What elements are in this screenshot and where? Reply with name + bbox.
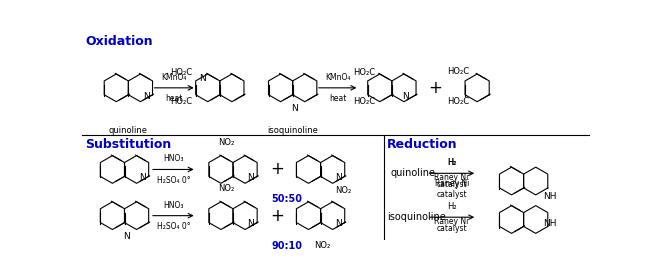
Text: heat: heat <box>166 94 183 103</box>
Text: H₂: H₂ <box>447 202 457 211</box>
Text: +: + <box>428 79 442 97</box>
Text: H₂SO₄ 0°: H₂SO₄ 0° <box>157 222 190 231</box>
Text: HO₂C: HO₂C <box>447 67 469 76</box>
Text: NO₂: NO₂ <box>314 241 330 249</box>
Text: HO₂C: HO₂C <box>353 68 375 77</box>
Text: HNO₃: HNO₃ <box>163 201 183 210</box>
Text: NO₂: NO₂ <box>218 184 234 194</box>
Text: heat: heat <box>329 94 346 103</box>
Text: Raney Ni
catalyst: Raney Ni catalyst <box>435 180 469 199</box>
Text: HO₂C: HO₂C <box>353 97 375 106</box>
Text: HO₂C: HO₂C <box>447 97 469 106</box>
Text: HO₂C: HO₂C <box>170 68 193 77</box>
Text: HNO₃: HNO₃ <box>163 154 183 163</box>
Text: N: N <box>199 74 206 83</box>
Text: N: N <box>139 173 145 182</box>
Text: KMnO₄: KMnO₄ <box>161 73 187 82</box>
Text: HO₂C: HO₂C <box>170 97 193 106</box>
Text: Raney Ni: Raney Ni <box>434 217 469 226</box>
Text: N: N <box>248 173 254 182</box>
Text: NH: NH <box>543 219 556 228</box>
Text: +: + <box>271 160 284 178</box>
Text: 90:10: 90:10 <box>272 241 303 251</box>
Text: N: N <box>335 220 342 228</box>
Text: quinoline: quinoline <box>109 126 148 135</box>
Text: quinoline: quinoline <box>390 168 436 178</box>
Text: N: N <box>122 232 130 241</box>
Text: H₂: H₂ <box>447 158 457 167</box>
Text: N: N <box>248 220 254 228</box>
Text: NH: NH <box>543 192 556 201</box>
Text: Raney Ni: Raney Ni <box>434 173 469 182</box>
Text: 50:50: 50:50 <box>272 194 303 204</box>
Text: +: + <box>271 207 284 225</box>
Text: KMnO₄: KMnO₄ <box>325 73 350 82</box>
Text: catalyst: catalyst <box>436 180 467 189</box>
Text: Reduction: Reduction <box>387 138 458 151</box>
Text: N: N <box>402 92 409 101</box>
Text: Oxidation: Oxidation <box>85 35 153 49</box>
Text: N: N <box>291 104 297 113</box>
Text: isoquinoline: isoquinoline <box>387 212 446 222</box>
Text: N: N <box>143 92 150 101</box>
Text: Substitution: Substitution <box>85 138 171 151</box>
Text: H₂: H₂ <box>447 158 457 167</box>
Text: catalyst: catalyst <box>436 224 467 233</box>
Text: H₂SO₄ 0°: H₂SO₄ 0° <box>157 176 190 185</box>
Text: NO₂: NO₂ <box>335 186 351 195</box>
Text: isoquinoline: isoquinoline <box>267 126 318 135</box>
Text: NO₂: NO₂ <box>218 138 234 147</box>
Text: N: N <box>335 173 342 182</box>
